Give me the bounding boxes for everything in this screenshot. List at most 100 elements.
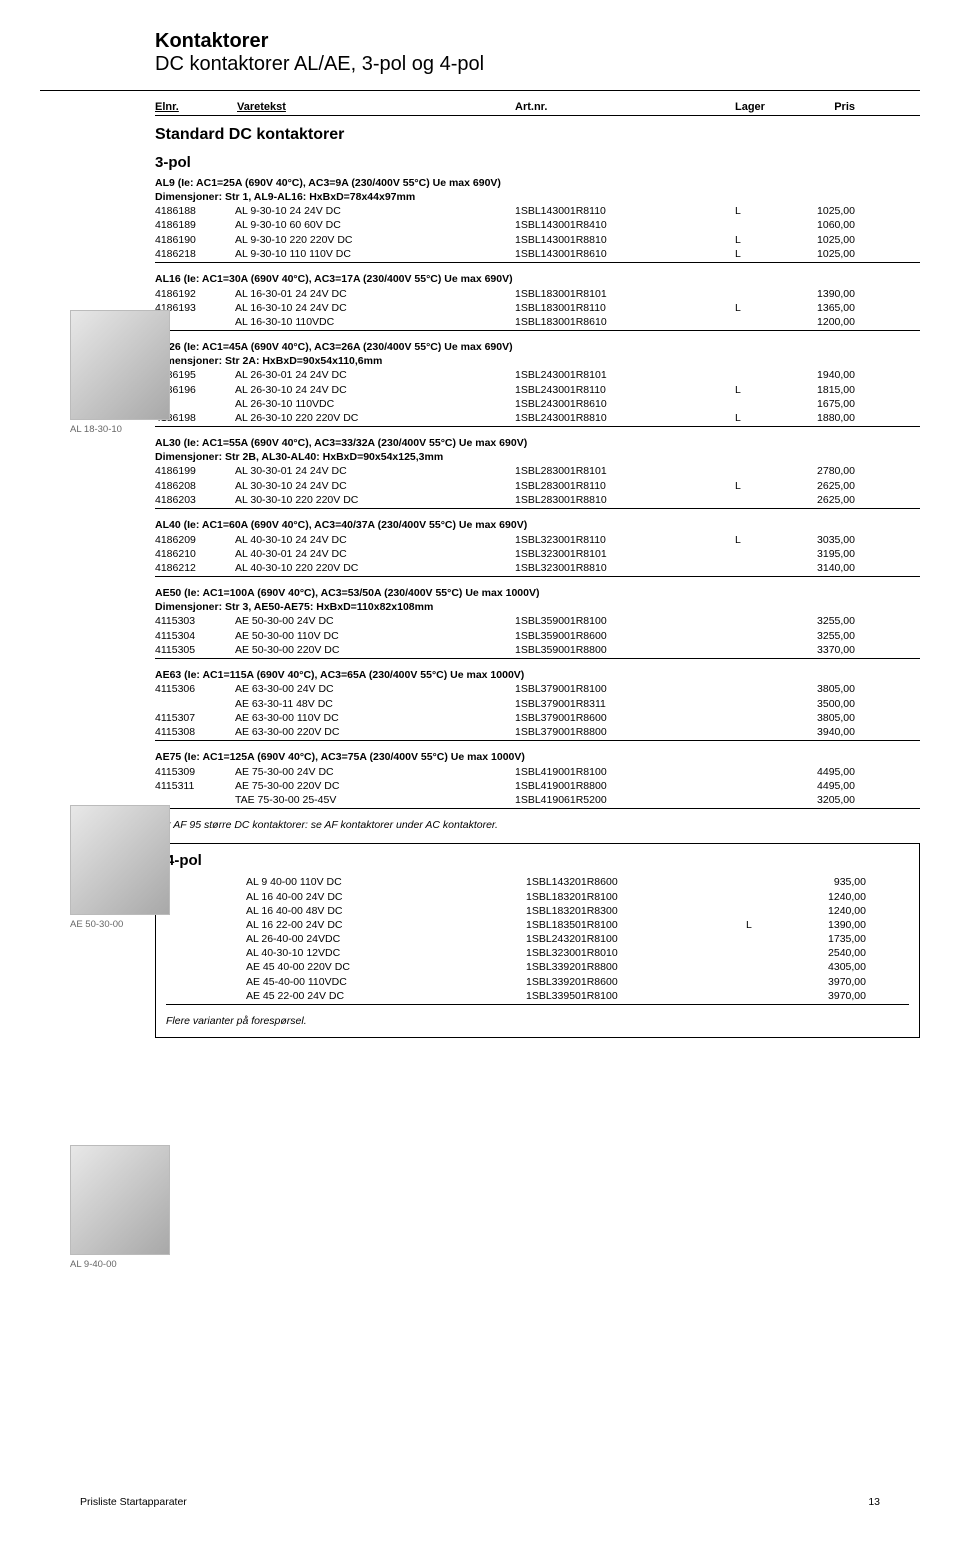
cell-artnr: 1SBL243001R8110 [515,383,735,397]
table-row: AL 40-30-10 12VDC1SBL323001R80102540,00 [166,946,909,960]
cell-elnr: 4115306 [155,682,235,696]
cell-lager [735,287,775,301]
cell-varetekst: AE 63-30-00 24V DC [235,682,515,696]
cell-varetekst: AE 50-30-00 220V DC [235,643,515,657]
cell-artnr: 1SBL419061R5200 [515,793,735,807]
group-heading: AE50 (Ie: AC1=100A (690V 40°C), AC3=53/5… [155,587,920,601]
cell-artnr: 1SBL323001R8110 [515,533,735,547]
cell-pris: 2540,00 [786,946,866,960]
cell-lager [746,904,786,918]
cell-varetekst: AE 45 22-00 24V DC [246,989,526,1003]
cell-pris: 1390,00 [775,287,855,301]
table-row: 4186218AL 9-30-10 110 110V DC1SBL143001R… [155,247,920,263]
table-row: AE 45 40-00 220V DC1SBL339201R88004305,0… [166,960,909,974]
cell-varetekst: AE 63-30-11 48V DC [235,697,515,711]
cell-pris: 1240,00 [786,904,866,918]
cell-varetekst: AL 40-30-01 24 24V DC [235,547,515,561]
table-row: TAE 75-30-00 25-45V1SBL419061R52003205,0… [155,793,920,809]
cell-artnr: 1SBL339201R8600 [526,975,746,989]
cell-elnr [166,946,246,960]
table-row: 4186193AL 16-30-10 24 24V DC1SBL183001R8… [155,301,920,315]
cell-varetekst: AL 30-30-01 24 24V DC [235,464,515,478]
cell-lager: L [735,479,775,493]
cell-artnr: 1SBL143001R8110 [515,204,735,218]
product-group: AL26 (Ie: AC1=45A (690V 40°C), AC3=26A (… [155,341,920,427]
group-heading: AL30 (Ie: AC1=55A (690V 40°C), AC3=33/32… [155,437,920,451]
table-row: 4186190AL 9-30-10 220 220V DC1SBL143001R… [155,233,920,247]
table-row: 4186198AL 26-30-10 220 220V DC1SBL243001… [155,411,920,427]
product-image [70,310,170,420]
group-heading: AL16 (Ie: AC1=30A (690V 40°C), AC3=17A (… [155,273,920,287]
cell-elnr: 4115304 [155,629,235,643]
product-group: AE75 (Ie: AC1=125A (690V 40°C), AC3=75A … [155,751,920,809]
table-row: AL 16 22-00 24V DC1SBL183501R8100L1390,0… [166,918,909,932]
cell-elnr: 4186218 [155,247,235,261]
cell-varetekst: AE 75-30-00 24V DC [235,765,515,779]
cell-varetekst: AE 50-30-00 110V DC [235,629,515,643]
group-heading: Dimensjoner: Str 2A: HxBxD=90x54x110,6mm [155,355,920,369]
cell-artnr: 1SBL183001R8101 [515,287,735,301]
cell-lager [735,315,775,329]
cell-varetekst: AE 75-30-00 220V DC [235,779,515,793]
cell-pris: 4495,00 [775,779,855,793]
table-row: AE 63-30-11 48V DC1SBL379001R83113500,00 [155,697,920,711]
cell-artnr: 1SBL243001R8101 [515,368,735,382]
table-row: 4115303AE 50-30-00 24V DC1SBL359001R8100… [155,614,920,628]
table-row: 4115307AE 63-30-00 110V DC1SBL379001R860… [155,711,920,725]
product-group: AL40 (Ie: AC1=60A (690V 40°C), AC3=40/37… [155,519,920,577]
table-row: 4186209AL 40-30-10 24 24V DC1SBL323001R8… [155,533,920,547]
table-row: 4186203AL 30-30-10 220 220V DC1SBL283001… [155,493,920,509]
cell-pris: 2780,00 [775,464,855,478]
cell-elnr: 4186192 [155,287,235,301]
header-rule [40,90,920,91]
cell-varetekst: AL 40-30-10 24 24V DC [235,533,515,547]
product-group: AL 9 40-00 110V DC1SBL143201R8600935,00A… [166,875,909,1005]
cell-pris: 1815,00 [775,383,855,397]
cell-varetekst: AL 16 40-00 24V DC [246,890,526,904]
cell-pris: 3970,00 [786,975,866,989]
cell-elnr [155,697,235,711]
table-row: 4186208AL 30-30-10 24 24V DC1SBL283001R8… [155,479,920,493]
cell-varetekst: AE 50-30-00 24V DC [235,614,515,628]
group-heading: AL26 (Ie: AC1=45A (690V 40°C), AC3=26A (… [155,341,920,355]
cell-elnr: 4186189 [155,218,235,232]
cell-lager [735,547,775,561]
cell-lager: L [735,533,775,547]
note-variants: Flere varianter på forespørsel. [166,1015,909,1027]
table-row: AL 26-30-10 110VDC1SBL243001R86101675,00 [155,397,920,411]
product-image-block-2: AE 50-30-00 [70,805,175,990]
cell-lager [735,629,775,643]
note-af95: For AF 95 større DC kontaktorer: se AF k… [155,819,920,831]
cell-varetekst: TAE 75-30-00 25-45V [235,793,515,807]
image-caption: AE 50-30-00 [70,919,175,930]
cell-lager [735,697,775,711]
cell-pris: 3255,00 [775,614,855,628]
cell-elnr [166,975,246,989]
table-row: 4186210AL 40-30-01 24 24V DC1SBL323001R8… [155,547,920,561]
group-heading: Dimensjoner: Str 3, AE50-AE75: HxBxD=110… [155,601,920,615]
cell-artnr: 1SBL183201R8100 [526,890,746,904]
cell-artnr: 1SBL323001R8010 [526,946,746,960]
cell-artnr: 1SBL323001R8101 [515,547,735,561]
page-subtitle: DC kontaktorer AL/AE, 3-pol og 4-pol [155,53,920,76]
group-heading: AE75 (Ie: AC1=125A (690V 40°C), AC3=75A … [155,751,920,765]
cell-pris: 935,00 [786,875,866,889]
cell-pris: 3970,00 [786,989,866,1003]
cell-varetekst: AL 26-30-10 24 24V DC [235,383,515,397]
cell-pris: 1060,00 [775,218,855,232]
cell-pris: 1390,00 [786,918,866,932]
cell-pris: 1240,00 [786,890,866,904]
cell-varetekst: AL 30-30-10 24 24V DC [235,479,515,493]
cell-artnr: 1SBL359001R8100 [515,614,735,628]
image-caption: AL 18-30-10 [70,424,175,435]
cell-lager: L [735,233,775,247]
section-title: Standard DC kontaktorer [155,126,920,144]
cell-pris: 2625,00 [775,493,855,507]
product-group: AE50 (Ie: AC1=100A (690V 40°C), AC3=53/5… [155,587,920,659]
column-headers: Elnr. Varetekst Art.nr. Lager Pris [155,101,920,116]
product-group: AE63 (Ie: AC1=115A (690V 40°C), AC3=65A … [155,669,920,741]
cell-artnr: 1SBL183001R8610 [515,315,735,329]
cell-artnr: 1SBL143001R8410 [515,218,735,232]
cell-pris: 1025,00 [775,204,855,218]
table-row: 4115306AE 63-30-00 24V DC1SBL379001R8100… [155,682,920,696]
